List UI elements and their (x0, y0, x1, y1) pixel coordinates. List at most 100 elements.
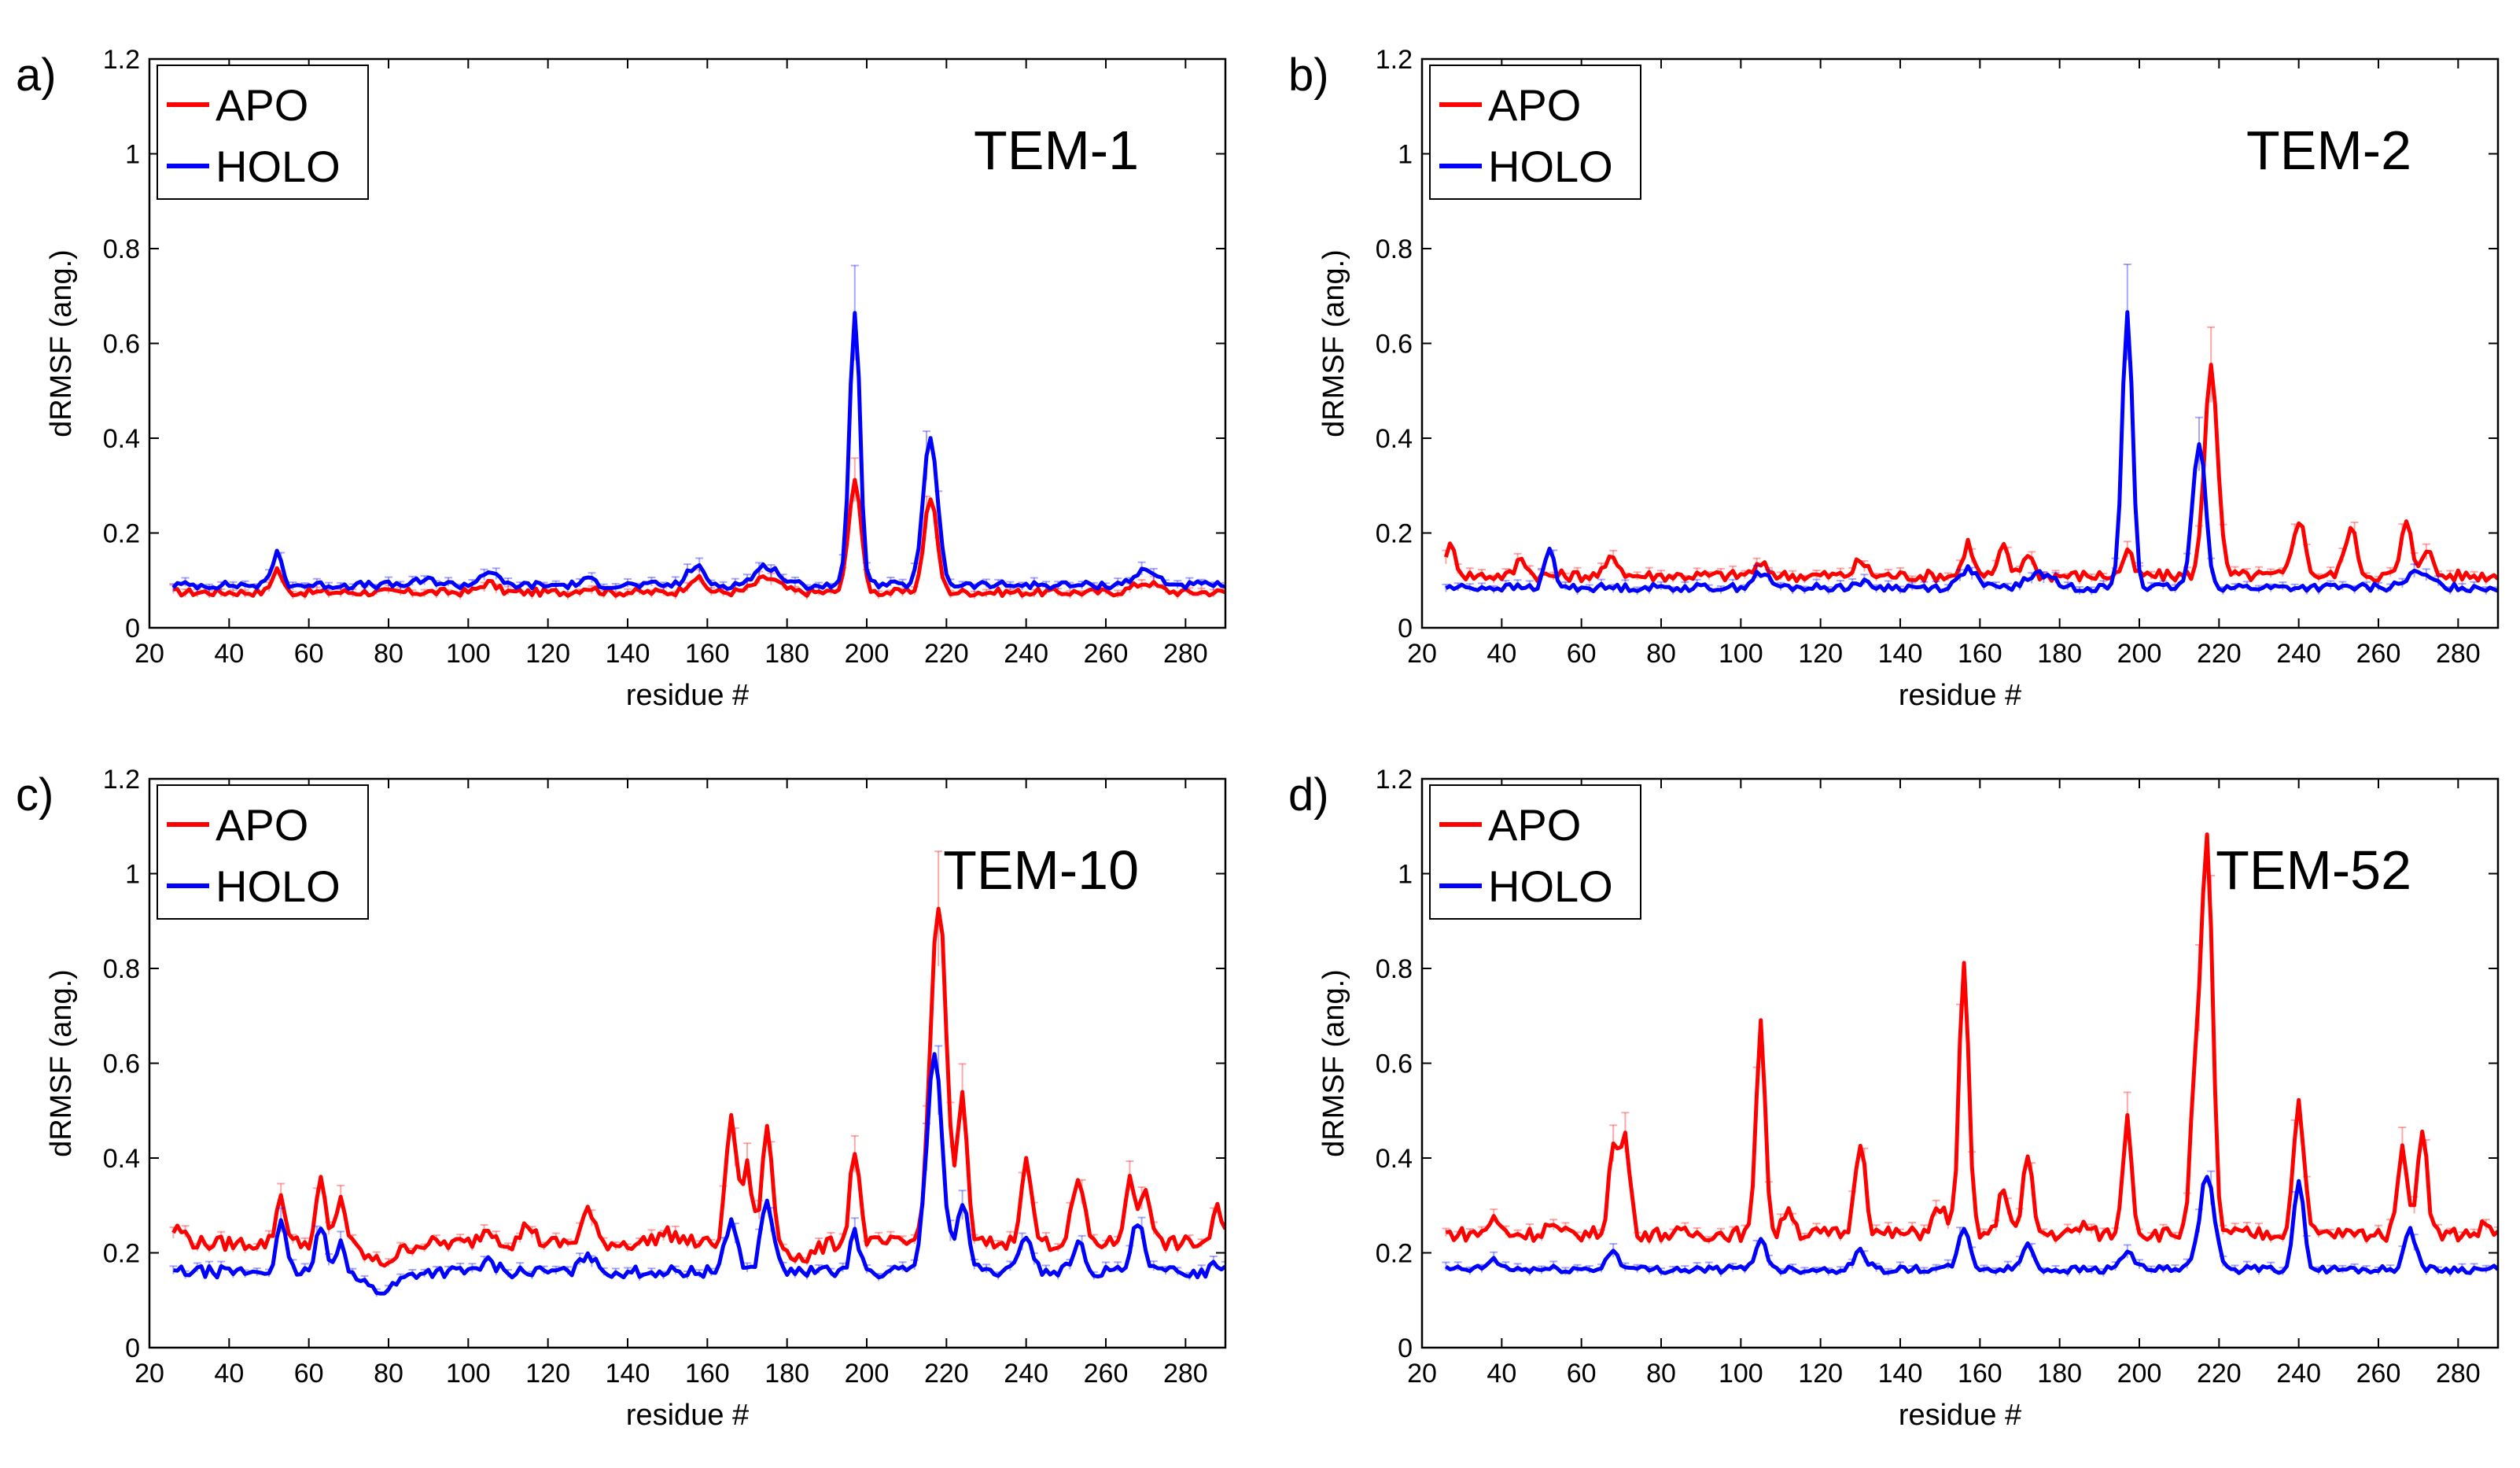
x-tick-label: 20 (1407, 1359, 1437, 1389)
y-tick-label: 0 (125, 1333, 140, 1363)
x-tick-label: 200 (845, 1359, 890, 1389)
x-tick-label: 160 (1958, 1359, 2002, 1389)
x-tick-label: 100 (446, 1359, 491, 1389)
y-tick-label: 1.2 (103, 45, 140, 75)
series-line-apo (173, 478, 1225, 598)
legend-label-holo: HOLO (1488, 861, 1613, 911)
legend: APO HOLO (157, 784, 369, 920)
x-tick-label: 100 (1719, 1359, 1763, 1389)
legend-label-holo: HOLO (1488, 142, 1613, 191)
x-tick-label: 160 (685, 639, 730, 669)
x-tick-label: 240 (1004, 1359, 1048, 1389)
x-tick-label: 240 (2276, 1359, 2321, 1389)
x-tick-label: 40 (214, 1359, 244, 1389)
x-tick-label: 180 (764, 1359, 809, 1389)
x-tick-label: 20 (1407, 639, 1437, 669)
x-tick-label: 240 (2276, 639, 2321, 669)
y-tick-label: 1 (125, 860, 140, 890)
x-tick-label: 220 (2197, 639, 2242, 669)
plot-area (169, 264, 1225, 600)
y-tick-label: 1.2 (1376, 45, 1413, 75)
error-bars-holo (169, 264, 1225, 593)
plot-area (1442, 832, 2498, 1277)
x-tick-label: 160 (685, 1359, 730, 1389)
x-tick-label: 60 (294, 1359, 324, 1389)
x-tick-label: 140 (606, 639, 650, 669)
panel-3: 20 40 60 80 100 120 140 160 180 200 220 240 260 280 0 0… (16, 765, 1227, 1432)
x-axis-label: residue # (1899, 1399, 2021, 1432)
y-tick-label: 1.2 (1376, 765, 1413, 795)
series-line-holo (173, 1052, 1225, 1296)
x-tick-label: 260 (1084, 639, 1129, 669)
y-axis-label: dRMSF (ang.) (45, 249, 78, 437)
x-tick-label: 40 (214, 639, 244, 669)
y-tick-label: 0 (1398, 1333, 1413, 1363)
x-tick-label: 220 (2197, 1359, 2242, 1389)
x-tick-label: 40 (1487, 639, 1516, 669)
y-tick-label: 1 (125, 140, 140, 170)
x-tick-label: 120 (525, 639, 570, 669)
x-tick-label: 260 (1084, 1359, 1129, 1389)
series-line-apo (171, 906, 1225, 1268)
legend-label-apo: APO (1488, 800, 1581, 850)
x-tick-label: 220 (924, 639, 969, 669)
x-tick-label: 80 (1646, 639, 1676, 669)
x-tick-label: 120 (525, 1359, 570, 1389)
series-line-holo (171, 311, 1225, 591)
y-tick-label: 0.6 (1376, 330, 1413, 360)
x-tick-label: 140 (606, 1359, 650, 1389)
legend-box (1429, 784, 1641, 920)
panel-1: 20 40 60 80 100 120 140 160 180 200 220 240 260 280 0 0… (16, 45, 1227, 712)
y-tick-label: 0.2 (1376, 1239, 1413, 1269)
panel-letter: c) (16, 769, 53, 821)
x-tick-label: 80 (374, 639, 403, 669)
y-tick-label: 0.8 (103, 954, 140, 984)
y-tick-label: 0.4 (1376, 424, 1413, 454)
y-tick-label: 0 (1398, 614, 1413, 644)
x-tick-label: 140 (1878, 1359, 1923, 1389)
y-axis-label: dRMSF (ang.) (1317, 249, 1350, 437)
panel-letter: b) (1288, 50, 1329, 101)
error-bars-holo (1442, 264, 2498, 596)
y-tick-label: 0.2 (103, 519, 140, 549)
series-line-apo (1444, 363, 2498, 584)
x-tick-label: 200 (845, 639, 890, 669)
x-axis-label: residue # (626, 1399, 749, 1432)
x-tick-label: 80 (374, 1359, 403, 1389)
panel-letter: a) (16, 50, 57, 101)
x-tick-label: 20 (134, 639, 164, 669)
y-tick-label: 0.8 (1376, 954, 1413, 984)
panel-title: TEM-52 (2216, 839, 2411, 901)
x-tick-label: 140 (1878, 639, 1923, 669)
legend-box (1429, 65, 1641, 200)
x-tick-label: 60 (294, 639, 324, 669)
x-tick-label: 180 (764, 639, 809, 669)
x-axis-label: residue # (626, 679, 749, 712)
y-tick-label: 0.6 (1376, 1049, 1413, 1079)
x-axis-label: residue # (1899, 679, 2021, 712)
y-tick-label: 0.4 (103, 1144, 140, 1174)
legend-box (157, 784, 369, 920)
y-tick-label: 0 (125, 614, 140, 644)
legend-label-holo: HOLO (216, 861, 341, 911)
x-tick-label: 180 (2037, 1359, 2082, 1389)
panel-2: 20 40 60 80 100 120 140 160 180 200 220 240 260 280 0 0… (1288, 45, 2500, 712)
x-tick-label: 160 (1958, 639, 2002, 669)
x-tick-label: 260 (2356, 1359, 2401, 1389)
x-tick-label: 200 (2117, 1359, 2162, 1389)
y-tick-label: 0.2 (1376, 519, 1413, 549)
legend-label-apo: APO (216, 800, 308, 850)
error-bars-apo (1442, 326, 2498, 585)
x-tick-label: 280 (2436, 1359, 2481, 1389)
y-tick-label: 1 (1398, 860, 1413, 890)
x-tick-label: 60 (1567, 1359, 1597, 1389)
legend: APO HOLO (157, 65, 369, 200)
y-tick-label: 0.4 (1376, 1144, 1413, 1174)
x-tick-label: 180 (2037, 639, 2082, 669)
y-axis-label: dRMSF (ang.) (45, 969, 78, 1157)
panel-title: TEM-2 (2246, 120, 2411, 181)
panel-title: TEM-10 (943, 839, 1139, 901)
plot-area (1442, 264, 2498, 596)
x-tick-label: 20 (134, 1359, 164, 1389)
